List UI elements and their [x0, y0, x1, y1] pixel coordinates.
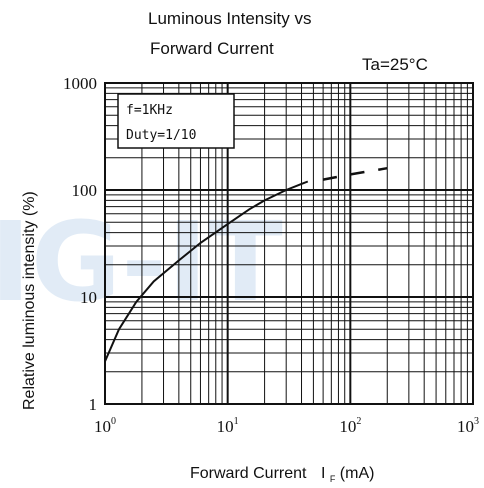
- x-axis-symbol: I: [321, 465, 325, 482]
- series-line-dashed: [322, 166, 388, 181]
- series-line-solid: [104, 180, 309, 362]
- x-axis-unit: (mA): [340, 465, 375, 482]
- grid-lines: [104, 82, 474, 405]
- x-tick-labels: 100 101 102 103: [94, 416, 479, 436]
- curve-group: [104, 166, 388, 362]
- plot-frame: [104, 82, 474, 405]
- y-axis-label: Relative luminous intensity (%): [21, 191, 38, 410]
- watermark: IG-IT: [0, 198, 283, 326]
- x-axis-label: Forward Current I F (mA): [190, 465, 374, 486]
- y-tick-labels: 1 10 100 1000: [63, 74, 97, 414]
- y-tick-label: 10: [80, 288, 97, 307]
- x-axis-label-text: Forward Current: [190, 465, 307, 482]
- x-axis-subscript: F: [330, 474, 336, 484]
- x-tick-label: 100: [94, 416, 116, 436]
- chart-title-line-1: Luminous Intensity vs: [148, 9, 311, 28]
- x-tick-label: 103: [457, 416, 479, 436]
- note-box: [117, 93, 235, 149]
- y-tick-label: 100: [72, 181, 98, 200]
- note-frequency: f=1KHz: [126, 103, 173, 118]
- y-tick-label: 1000: [63, 74, 97, 93]
- x-tick-label: 102: [339, 416, 361, 436]
- x-tick-label: 101: [217, 416, 239, 436]
- chart-title-line-2: Forward Current: [150, 39, 274, 58]
- note-duty: Duty=1/10: [126, 128, 196, 143]
- condition-label: Ta=25°C: [362, 55, 428, 74]
- y-tick-label: 1: [89, 395, 98, 414]
